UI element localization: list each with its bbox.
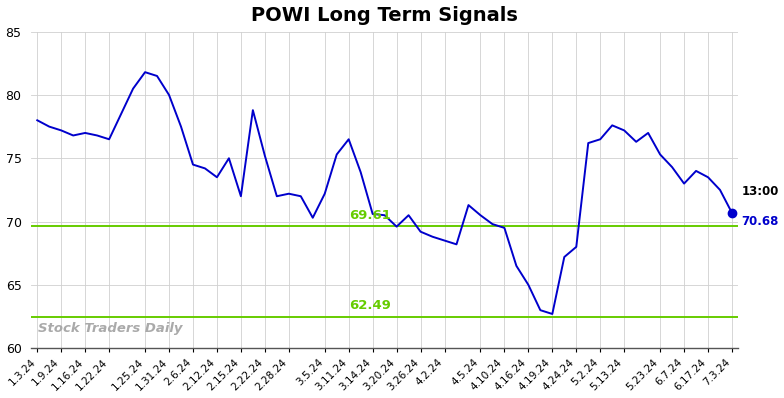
Text: 62.49: 62.49 bbox=[349, 299, 390, 312]
Text: 69.61: 69.61 bbox=[349, 209, 390, 222]
Title: POWI Long Term Signals: POWI Long Term Signals bbox=[251, 6, 518, 25]
Text: Stock Traders Daily: Stock Traders Daily bbox=[38, 322, 183, 336]
Text: 70.68: 70.68 bbox=[742, 215, 779, 228]
Text: 13:00: 13:00 bbox=[742, 185, 779, 198]
